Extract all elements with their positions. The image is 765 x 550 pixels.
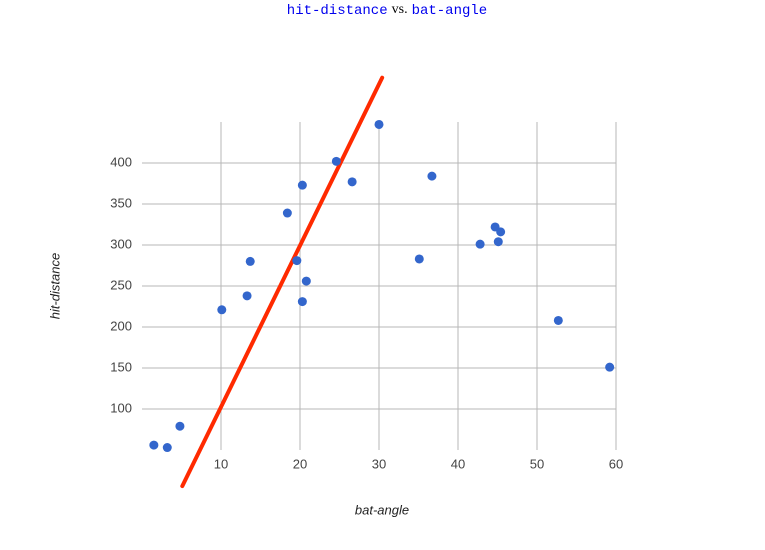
x-tick-label: 30	[372, 456, 386, 471]
point	[301, 276, 311, 286]
y-tick-label: 250	[110, 277, 132, 292]
x-tick-label: 20	[293, 456, 307, 471]
y-tick-label: 200	[110, 318, 132, 333]
point	[475, 239, 485, 249]
point	[414, 254, 424, 264]
y-tick-label: 350	[110, 195, 132, 210]
point	[162, 443, 172, 453]
point	[292, 256, 302, 266]
y-tick-label: 150	[110, 359, 132, 374]
point	[297, 180, 307, 190]
point	[493, 237, 503, 247]
point	[347, 177, 357, 187]
x-tick-label: 50	[530, 456, 544, 471]
point	[605, 362, 615, 372]
point	[496, 227, 506, 237]
point	[427, 171, 437, 181]
point	[282, 208, 292, 218]
chart-title: hit-distance vs. bat-angle	[287, 2, 487, 18]
x-tick-label: 60	[609, 456, 623, 471]
y-axis-title: hit-distance	[47, 253, 62, 319]
x-axis-title: bat-angle	[355, 502, 409, 517]
trendline	[180, 75, 385, 489]
x-tick-label: 10	[214, 456, 228, 471]
point	[553, 315, 563, 325]
y-tick-label: 100	[110, 400, 132, 415]
point	[297, 297, 307, 307]
y-tick-label: 400	[110, 154, 132, 169]
x-tick-label: 40	[451, 456, 465, 471]
title-y-name: hit-distance	[287, 3, 388, 19]
point	[245, 256, 255, 266]
point	[242, 291, 252, 301]
title-joiner: vs.	[392, 2, 408, 17]
point	[175, 421, 185, 431]
point	[149, 440, 159, 450]
point	[374, 119, 384, 129]
y-tick-label: 300	[110, 236, 132, 251]
point	[217, 305, 227, 315]
point	[331, 156, 341, 166]
title-x-name: bat-angle	[412, 3, 488, 19]
